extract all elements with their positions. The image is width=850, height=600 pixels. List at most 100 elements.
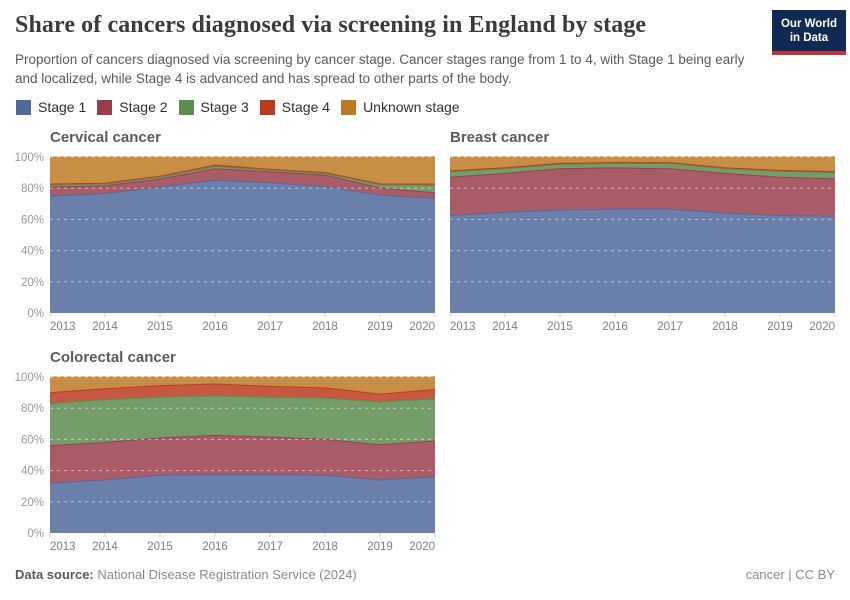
data-source-line: Data source: National Disease Registrati… (15, 567, 357, 582)
y-tick-label: 100% (15, 372, 44, 384)
cervical-cancer-chart: 2013 2014 2015 2016 2017 2018 2019 2020 0% 20% 40%… (15, 152, 436, 333)
x-axis-labels: 2013 2014 2015 2016 2017 2018 2019 2020 (449, 313, 836, 333)
x-tick-label: 2020 (409, 321, 435, 333)
x-tick-label: 2014 (92, 321, 118, 333)
y-tick-label: 60% (21, 214, 44, 226)
x-tick-label: 2017 (257, 321, 283, 333)
legend-item-label: Unknown stage (363, 99, 460, 115)
area-bands (50, 157, 435, 313)
data-source-value: National Disease Registration Service (2… (93, 567, 357, 582)
legend: Stage 1 Stage 2 Stage 3 Stage 4 Unknown stag… (16, 99, 460, 115)
y-tick-label: 0% (27, 528, 44, 540)
band-border-stage-1 (49, 179, 436, 199)
band-border-stage-4 (449, 162, 836, 173)
x-tick-label: 2013 (50, 321, 76, 333)
x-tick-label: 2018 (312, 321, 338, 333)
band-border-stage-1 (49, 474, 436, 484)
band-border-stage-3 (49, 165, 436, 186)
x-tick-label: 2015 (147, 541, 173, 553)
area-bands (450, 157, 835, 313)
area-band-stage-1 (50, 180, 435, 313)
x-tick-label: 2019 (367, 321, 393, 333)
chart-title-cervical-cancer: Cervical cancer (50, 129, 161, 146)
legend-item-unknown-stage[interactable]: Unknown stage (341, 99, 460, 115)
gridlines (50, 156, 435, 283)
x-tick-label: 2020 (409, 541, 435, 553)
colorectal-cancer-chart: 2013 2014 2015 2016 2017 2018 2019 2020 0% 20% 40%… (15, 372, 436, 553)
breast-cancer-chart: 2013 2014 2015 2016 2017 2018 2019 2020 (449, 156, 836, 333)
band-borders (49, 376, 436, 484)
x-tick-label: 2013 (450, 321, 476, 333)
x-tick-label: 2016 (602, 321, 628, 333)
legend-swatch-stage-3 (178, 99, 194, 115)
area-band-stage-2 (50, 435, 435, 484)
x-tick-label: 2015 (147, 321, 173, 333)
gridlines (50, 376, 435, 503)
legend-swatch-stage-4 (259, 99, 275, 115)
area-band-stage-2 (450, 167, 835, 217)
y-tick-label: 60% (21, 434, 44, 446)
x-tick-label: 2019 (367, 541, 393, 553)
y-tick-label: 80% (21, 403, 44, 415)
legend-item-stage-2[interactable]: Stage 2 (97, 99, 168, 115)
x-tick-label: 2014 (92, 541, 118, 553)
legend-swatch-stage-2 (97, 99, 113, 115)
data-source-label: Data source: (15, 567, 94, 582)
area-band-unknown-stage (50, 377, 435, 395)
y-tick-label: 20% (21, 277, 44, 289)
x-tick-label: 2017 (657, 321, 683, 333)
band-border-stage-3 (49, 395, 436, 405)
legend-item-label: Stage 2 (119, 99, 168, 115)
y-tick-label: 20% (21, 497, 44, 509)
x-axis-labels: 2013 2014 2015 2016 2017 2018 2019 2020 (49, 533, 436, 553)
chart-subtitle: Proportion of cancers diagnosed via scre… (15, 52, 745, 87)
band-border-stage-1 (449, 208, 836, 217)
legend-item-stage-3[interactable]: Stage 3 (178, 99, 249, 115)
x-tick-label: 2014 (492, 321, 518, 333)
legend-item-label: Stage 1 (38, 99, 87, 115)
x-tick-label: 2016 (202, 541, 228, 553)
x-tick-label: 2018 (712, 321, 738, 333)
y-tick-label: 0% (27, 308, 44, 320)
area-bands (50, 377, 435, 533)
owid-logo-line1: Our World (780, 18, 837, 30)
y-tick-label: 100% (15, 152, 44, 164)
band-border-stage-4 (49, 383, 436, 395)
y-axis-labels: 0% 20% 40% 60% 80% 100% (15, 152, 44, 320)
legend-item-label: Stage 4 (281, 99, 331, 115)
x-tick-label: 2018 (312, 541, 338, 553)
legend-swatch-unknown-stage (341, 99, 357, 115)
y-tick-label: 80% (21, 183, 44, 195)
area-band-stage-1 (50, 474, 435, 533)
band-border-stage-2 (49, 168, 436, 194)
legend-swatch-stage-1 (16, 99, 31, 115)
owid-logo: Our World in Data (771, 10, 846, 55)
page-title: Share of cancers diagnosed via screening… (15, 12, 647, 38)
x-axis-labels: 2013 2014 2015 2016 2017 2018 2019 2020 (49, 313, 436, 333)
band-border-stage-2 (449, 167, 836, 180)
band-border-stage-3 (449, 163, 836, 174)
area-band-stage-1 (450, 209, 835, 313)
x-tick-label: 2016 (202, 321, 228, 333)
band-border-stage-2 (49, 434, 436, 447)
y-tick-label: 40% (21, 246, 44, 258)
x-tick-label: 2019 (767, 321, 793, 333)
chart-title-breast-cancer: Breast cancer (450, 129, 550, 146)
chart-title-colorectal-cancer: Colorectal cancer (50, 349, 176, 366)
y-axis-labels: 0% 20% 40% 60% 80% 100% (15, 372, 44, 540)
x-tick-label: 2013 (50, 541, 76, 553)
x-tick-label: 2020 (809, 321, 835, 333)
legend-item-stage-4[interactable]: Stage 4 (259, 99, 331, 115)
legend-item-stage-1[interactable]: Stage 1 (16, 99, 86, 115)
license-link[interactable]: cancer | CC BY (745, 567, 835, 582)
y-tick-label: 40% (21, 466, 44, 478)
band-border-stage-4 (49, 164, 435, 185)
x-tick-label: 2017 (257, 541, 283, 553)
legend-item-label: Stage 3 (200, 99, 249, 115)
area-band-stage-3 (450, 163, 835, 179)
owid-logo-line2: in Data (789, 32, 829, 45)
area-band-unknown-stage (50, 157, 435, 184)
gridlines (450, 156, 835, 283)
x-tick-label: 2015 (547, 321, 573, 333)
